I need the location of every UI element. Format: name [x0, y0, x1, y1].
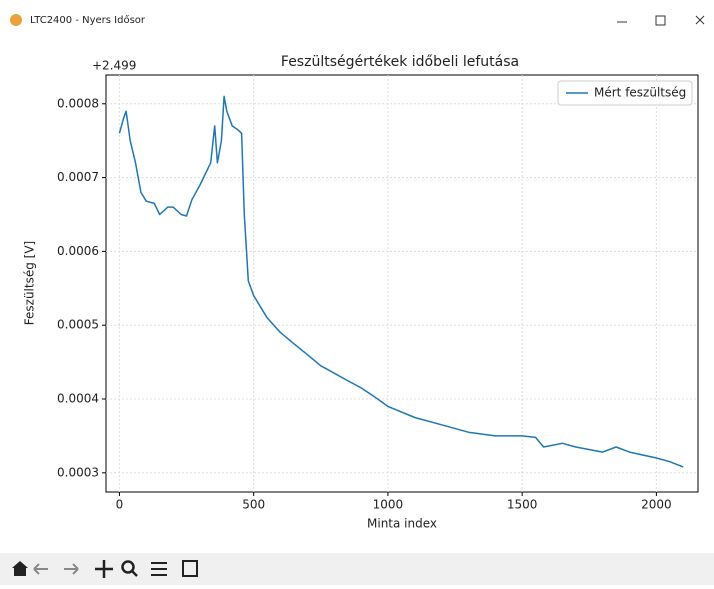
- y-tick-label: 0.0007: [57, 170, 99, 184]
- y-tick-label: 0.0005: [57, 318, 99, 332]
- x-tick-label: 1500: [507, 498, 538, 512]
- zoom-button[interactable]: [121, 560, 138, 577]
- y-tick-label: 0.0008: [57, 96, 99, 110]
- x-tick-label: 0: [116, 498, 124, 512]
- app-icon: [10, 14, 22, 26]
- data-line: [118, 95, 684, 468]
- maximize-button[interactable]: [655, 15, 666, 26]
- window-title: LTC2400 - Nyers Idősor: [30, 14, 146, 26]
- legend-box: [557, 80, 693, 106]
- toolbar: [0, 553, 714, 585]
- back-button[interactable]: [33, 563, 48, 575]
- home-button[interactable]: [12, 561, 28, 576]
- x-tick-label: 2000: [641, 498, 672, 512]
- pan-button[interactable]: [95, 560, 113, 578]
- legend-label: Mért feszültség: [594, 86, 686, 100]
- plot-area: [105, 74, 699, 493]
- title-bar: [0, 0, 714, 40]
- y-offset-label: +2.499: [92, 59, 136, 73]
- y-axis-label: Feszültség [V]: [23, 241, 37, 325]
- close-button[interactable]: [695, 15, 705, 25]
- save-button[interactable]: [182, 560, 198, 577]
- x-tick-label: 500: [242, 498, 265, 512]
- x-tick-label: 1000: [373, 498, 404, 512]
- x-axis-label: Minta index: [367, 517, 437, 531]
- configure-button[interactable]: [151, 562, 167, 576]
- y-tick-label: 0.0003: [57, 465, 99, 479]
- forward-button[interactable]: [64, 563, 79, 575]
- y-tick-label: 0.0004: [57, 392, 99, 406]
- chart-title: Feszültségértékek időbeli lefutása: [281, 54, 519, 70]
- y-tick-label: 0.0006: [57, 244, 99, 258]
